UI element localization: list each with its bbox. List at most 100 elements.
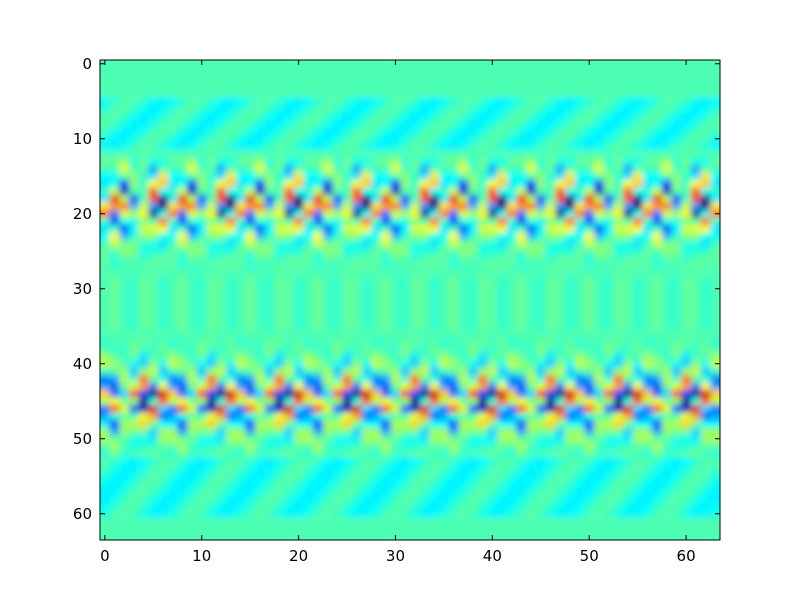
heatmap-cell: [119, 292, 130, 301]
heatmap-cell: [710, 322, 720, 331]
heatmap-cell: [690, 277, 702, 286]
heatmap-cell: [710, 90, 720, 99]
heatmap-cell: [458, 292, 469, 301]
heatmap-cell: [216, 172, 227, 181]
heatmap-cell: [526, 247, 537, 256]
heatmap-cell: [400, 262, 411, 271]
heatmap-cell: [196, 105, 208, 114]
heatmap-cell: [255, 525, 266, 534]
heatmap-cell: [613, 405, 624, 414]
heatmap-cell: [390, 465, 401, 474]
heatmap-cell: [448, 67, 460, 76]
heatmap-cell: [322, 315, 334, 324]
heatmap-cell: [390, 172, 401, 181]
heatmap-cell: [526, 315, 537, 324]
heatmap-cell: [710, 487, 720, 496]
heatmap-cell: [225, 382, 237, 391]
heatmap-cell: [255, 315, 266, 324]
heatmap-cell: [100, 390, 111, 399]
heatmap-cell: [681, 247, 692, 256]
heatmap-cell: [177, 270, 188, 279]
heatmap-cell: [526, 180, 537, 189]
heatmap-cell: [565, 382, 576, 391]
heatmap-cell: [129, 82, 140, 91]
heatmap-cell: [245, 337, 256, 346]
heatmap-cell: [652, 360, 663, 369]
heatmap-cell: [700, 60, 711, 69]
heatmap-cell: [594, 67, 605, 76]
heatmap-cell: [313, 457, 324, 466]
heatmap-cell: [700, 450, 711, 459]
heatmap-cell: [235, 135, 246, 144]
heatmap-cell: [206, 285, 217, 294]
heatmap-cell: [690, 255, 702, 264]
heatmap-cell: [671, 397, 682, 406]
heatmap-cell: [710, 390, 720, 399]
heatmap-cell: [313, 247, 324, 256]
heatmap-cell: [632, 232, 644, 241]
heatmap-cell: [129, 150, 140, 159]
heatmap-cell: [100, 240, 101, 249]
heatmap-cell: [293, 315, 305, 324]
heatmap-cell: [390, 330, 401, 339]
heatmap-cell: [235, 465, 246, 474]
heatmap-cell: [342, 472, 353, 481]
heatmap-cell: [623, 97, 634, 106]
heatmap-cell: [671, 300, 682, 309]
heatmap-cell: [603, 337, 615, 346]
heatmap-cell: [100, 322, 101, 331]
heatmap-cell: [632, 532, 644, 540]
heatmap-cell: [109, 375, 120, 384]
heatmap-cell: [632, 307, 644, 316]
heatmap-cell: [119, 510, 130, 519]
heatmap-cell: [351, 390, 363, 399]
heatmap-cell: [322, 195, 334, 204]
heatmap-cell: [148, 390, 159, 399]
heatmap-cell: [574, 465, 585, 474]
heatmap-cell: [371, 307, 382, 316]
heatmap-cell: [671, 367, 682, 376]
heatmap-cell: [332, 307, 343, 316]
heatmap-cell: [400, 142, 411, 151]
heatmap-cell: [274, 510, 285, 519]
heatmap-cell: [371, 285, 382, 294]
heatmap-cell: [603, 247, 615, 256]
heatmap-cell: [632, 127, 644, 136]
heatmap-cell: [303, 142, 314, 151]
heatmap-cell: [187, 382, 198, 391]
heatmap-cell: [439, 367, 450, 376]
heatmap-cell: [216, 180, 227, 189]
heatmap-cell: [555, 540, 565, 548]
heatmap-cell: [710, 120, 720, 129]
heatmap-cell: [322, 397, 334, 406]
heatmap-cell: [245, 480, 256, 489]
heatmap-cell: [380, 165, 392, 174]
heatmap-cell: [661, 405, 673, 414]
heatmap-cell: [129, 75, 140, 84]
heatmap-cell: [158, 420, 169, 429]
heatmap-cell: [351, 495, 363, 504]
heatmap-cell: [138, 240, 150, 249]
heatmap-cell: [603, 232, 615, 241]
heatmap-cell: [477, 60, 489, 61]
heatmap-cell: [642, 487, 653, 496]
heatmap-cell: [652, 187, 663, 196]
heatmap-cell: [690, 232, 702, 241]
heatmap-cell: [545, 67, 556, 76]
heatmap-cell: [400, 60, 411, 69]
heatmap-cell: [506, 60, 518, 69]
heatmap-cell: [313, 525, 324, 534]
heatmap-cell: [545, 367, 556, 376]
heatmap-cell: [448, 390, 460, 399]
heatmap-cell: [284, 405, 295, 414]
heatmap-cell: [225, 427, 237, 436]
heatmap-cell: [642, 105, 653, 114]
heatmap-cell: [100, 300, 101, 309]
heatmap-cell: [681, 375, 692, 384]
heatmap-cell: [333, 540, 343, 548]
heatmap-cell: [690, 367, 702, 376]
heatmap-cell: [477, 315, 489, 324]
heatmap-cell: [167, 300, 179, 309]
heatmap-cell: [700, 172, 711, 181]
heatmap-cell: [642, 412, 653, 421]
